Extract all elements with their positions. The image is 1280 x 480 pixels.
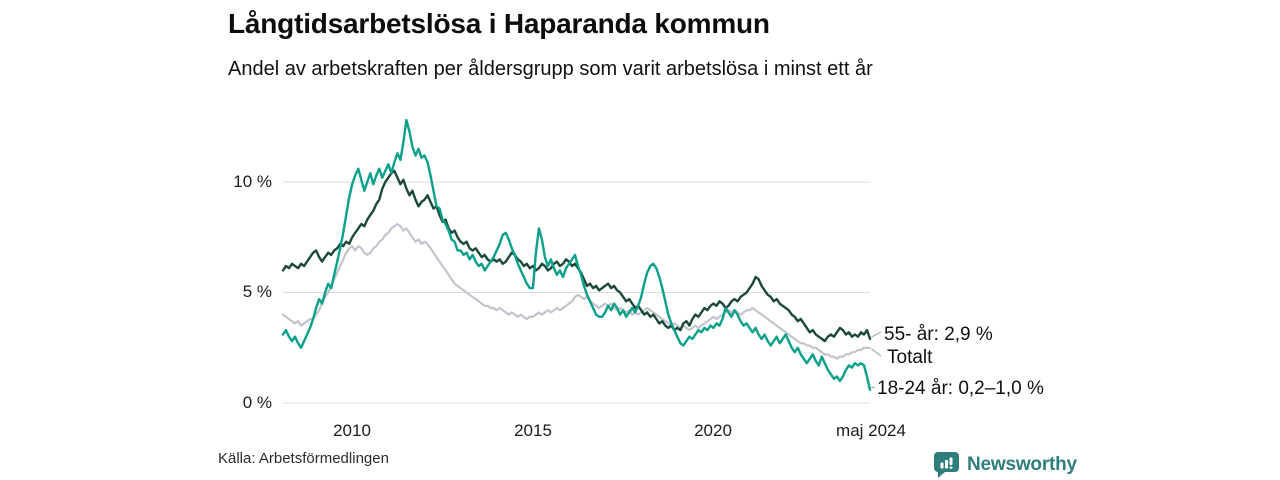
y-axis-tick-5: 5 % (242, 282, 272, 301)
line-Totalt (281, 222, 872, 360)
page-subtitle: Andel av arbetskraften per åldersgrupp s… (228, 58, 873, 80)
y-axis-tick-0: 0 % (242, 393, 272, 412)
series-label-55-plus: 55- år: 2,9 % (884, 324, 993, 345)
y-axis-tick-10: 10 % (233, 172, 272, 191)
newsworthy-icon (934, 451, 960, 478)
series-label-18-24: 18-24 år: 0,2–1,0 % (877, 378, 1044, 399)
source-credit: Källa: Arbetsförmedlingen (218, 450, 389, 467)
page-title: Långtidsarbetslösa i Haparanda kommun (228, 8, 770, 39)
x-axis-tick-2020: 2020 (694, 421, 732, 440)
line-55-r (281, 169, 872, 343)
x-axis-tick-maj-2024: maj 2024 (836, 421, 906, 440)
brand-wordmark: Newsworthy (967, 453, 1077, 475)
x-axis-tick-2010: 2010 (333, 421, 371, 440)
line-18-24r (281, 118, 872, 391)
x-axis-tick-2015: 2015 (514, 421, 552, 440)
brand-logo: Newsworthy (934, 451, 1077, 478)
series-label-totalt: Totalt (887, 347, 933, 368)
